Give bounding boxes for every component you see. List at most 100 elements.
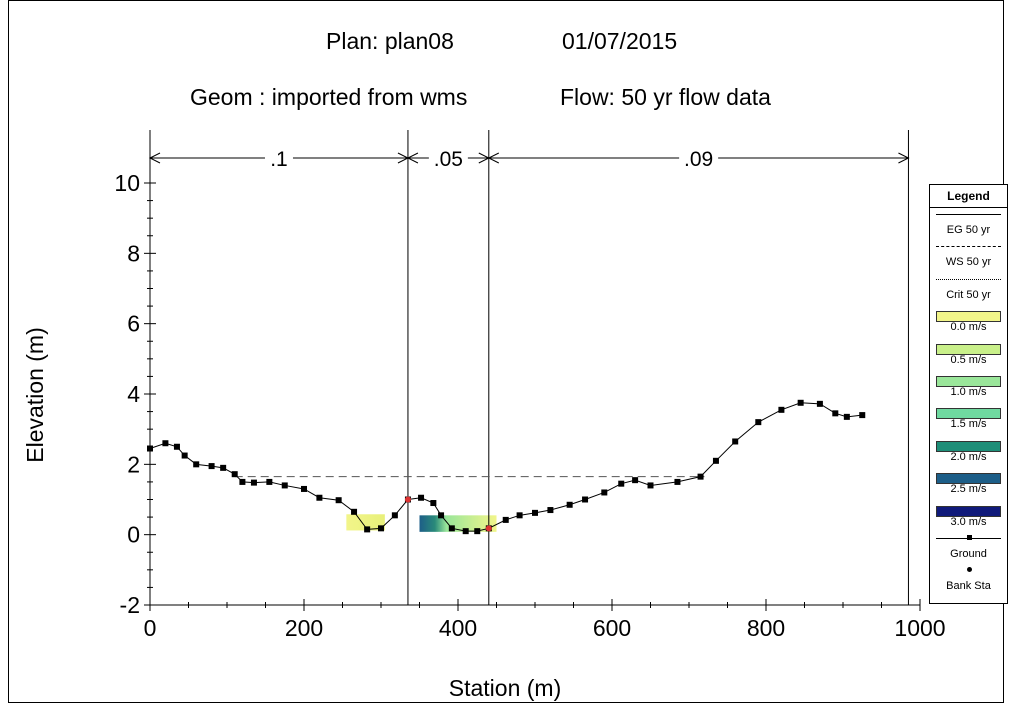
legend-item-label: 0.5 m/s — [950, 353, 987, 366]
legend-box: Legend EG 50 yr WS 50 yr Crit 50 yr 0.0 m/s 0… — [929, 184, 1008, 604]
ground-point — [448, 525, 455, 532]
legend-item: 0.5 m/s — [930, 338, 1007, 370]
ground-point — [418, 494, 425, 501]
ground-point — [755, 419, 762, 426]
date-label: 01/07/2015 — [562, 28, 678, 54]
legend-item-label: 0.0 m/s — [950, 321, 987, 334]
y-tick-label: 4 — [127, 381, 140, 407]
plan-label: Plan: plan08 — [326, 28, 454, 54]
ground-point — [181, 452, 188, 459]
legend-marker — [966, 567, 972, 573]
ground-point — [816, 400, 823, 407]
ground-point — [778, 406, 785, 413]
legend-item: Bank Sta — [930, 564, 1007, 596]
legend-item: WS 50 yr — [930, 240, 1007, 272]
manning-n-label: .09 — [684, 148, 713, 171]
x-axis-label: Station (m) — [449, 675, 561, 701]
legend-item: EG 50 yr — [930, 208, 1007, 240]
ground-point — [697, 473, 704, 480]
y-tick-label: 0 — [127, 522, 140, 548]
ground-point — [566, 501, 573, 508]
x-tick-label: 1000 — [894, 615, 945, 641]
legend-item-label: 1.5 m/s — [950, 418, 987, 431]
ground-point — [335, 497, 342, 504]
legend-swatch — [936, 311, 1001, 323]
legend-item-label: WS 50 yr — [945, 256, 992, 269]
legend-item: 1.0 m/s — [930, 370, 1007, 402]
legend-item-label: 3.0 m/s — [950, 515, 987, 528]
legend-item-label: Ground — [950, 547, 987, 560]
manning-n-label-bg — [428, 148, 468, 168]
legend-item: 1.5 m/s — [930, 402, 1007, 434]
ground-point — [220, 464, 227, 471]
x-tick-label: 200 — [285, 615, 323, 641]
ground-point — [162, 440, 169, 447]
ground-point — [301, 485, 307, 492]
legend-item-label: 2.0 m/s — [950, 450, 987, 463]
y-tick-label: 6 — [127, 311, 140, 337]
y-tick-label: -2 — [120, 592, 140, 618]
ground-point — [173, 443, 180, 450]
ground-point — [502, 516, 509, 523]
ground-point — [430, 500, 437, 507]
legend-swatch — [936, 246, 1001, 248]
ground-point — [378, 525, 384, 532]
legend-swatch — [936, 278, 1001, 280]
ground-point — [647, 482, 654, 489]
manning-n-label: .1 — [270, 148, 288, 171]
legend-swatch — [936, 505, 1001, 517]
ground-point — [843, 413, 850, 420]
ground-point — [601, 489, 608, 496]
ground-point — [316, 494, 323, 501]
ground-point — [632, 477, 639, 484]
legend-item: 3.0 m/s — [930, 500, 1007, 532]
ground-point — [208, 463, 215, 470]
ground-point — [712, 457, 719, 464]
ground-point — [674, 478, 681, 485]
ground-point — [281, 482, 288, 489]
legend-swatch — [936, 408, 1001, 420]
velocity-fill-segment — [419, 515, 497, 532]
x-tick-label: 0 — [144, 615, 157, 641]
ground-point — [462, 528, 469, 535]
geom-label: Geom : imported from wms — [190, 84, 468, 110]
ground-point — [797, 399, 804, 406]
ground-point — [547, 507, 554, 514]
ground-point — [231, 471, 238, 478]
legend-swatch — [936, 214, 1001, 215]
legend-item: 2.5 m/s — [930, 467, 1007, 499]
ground-point — [266, 478, 273, 485]
y-axis-label: Elevation (m) — [22, 327, 48, 462]
ground-point — [532, 509, 538, 516]
manning-n-label-bg — [264, 148, 293, 168]
legend-swatch — [936, 473, 1001, 485]
legend-marker — [966, 534, 972, 540]
manning-n-label-bg — [679, 148, 719, 168]
bank-station-point — [485, 525, 492, 532]
chart-frame — [8, 0, 1004, 703]
ground-point — [859, 412, 866, 419]
bank-station-point — [404, 496, 411, 503]
x-tick-label: 600 — [593, 615, 631, 641]
x-tick-label: 800 — [747, 615, 785, 641]
ground-point — [732, 438, 739, 445]
ground-point — [474, 528, 481, 535]
ground-point — [438, 512, 445, 519]
legend-title: Legend — [930, 185, 1007, 208]
legend-item-label: EG 50 yr — [946, 224, 991, 236]
manning-n-label: .05 — [434, 148, 463, 171]
ground-point — [618, 480, 625, 487]
legend-item: 0.0 m/s — [930, 305, 1007, 337]
legend-swatch — [936, 440, 1001, 452]
legend-item-label: Crit 50 yr — [946, 288, 991, 301]
legend-item-label: 2.5 m/s — [950, 483, 987, 496]
ground-point — [582, 496, 589, 503]
legend-swatch — [936, 375, 1001, 387]
flow-label: Flow: 50 yr flow data — [560, 84, 771, 110]
legend-item-label: 1.0 m/s — [950, 385, 987, 398]
y-tick-label: 8 — [127, 240, 140, 266]
ground-point — [832, 410, 839, 417]
legend-item-label: Bank Sta — [946, 580, 991, 593]
legend-item: Crit 50 yr — [930, 273, 1007, 305]
